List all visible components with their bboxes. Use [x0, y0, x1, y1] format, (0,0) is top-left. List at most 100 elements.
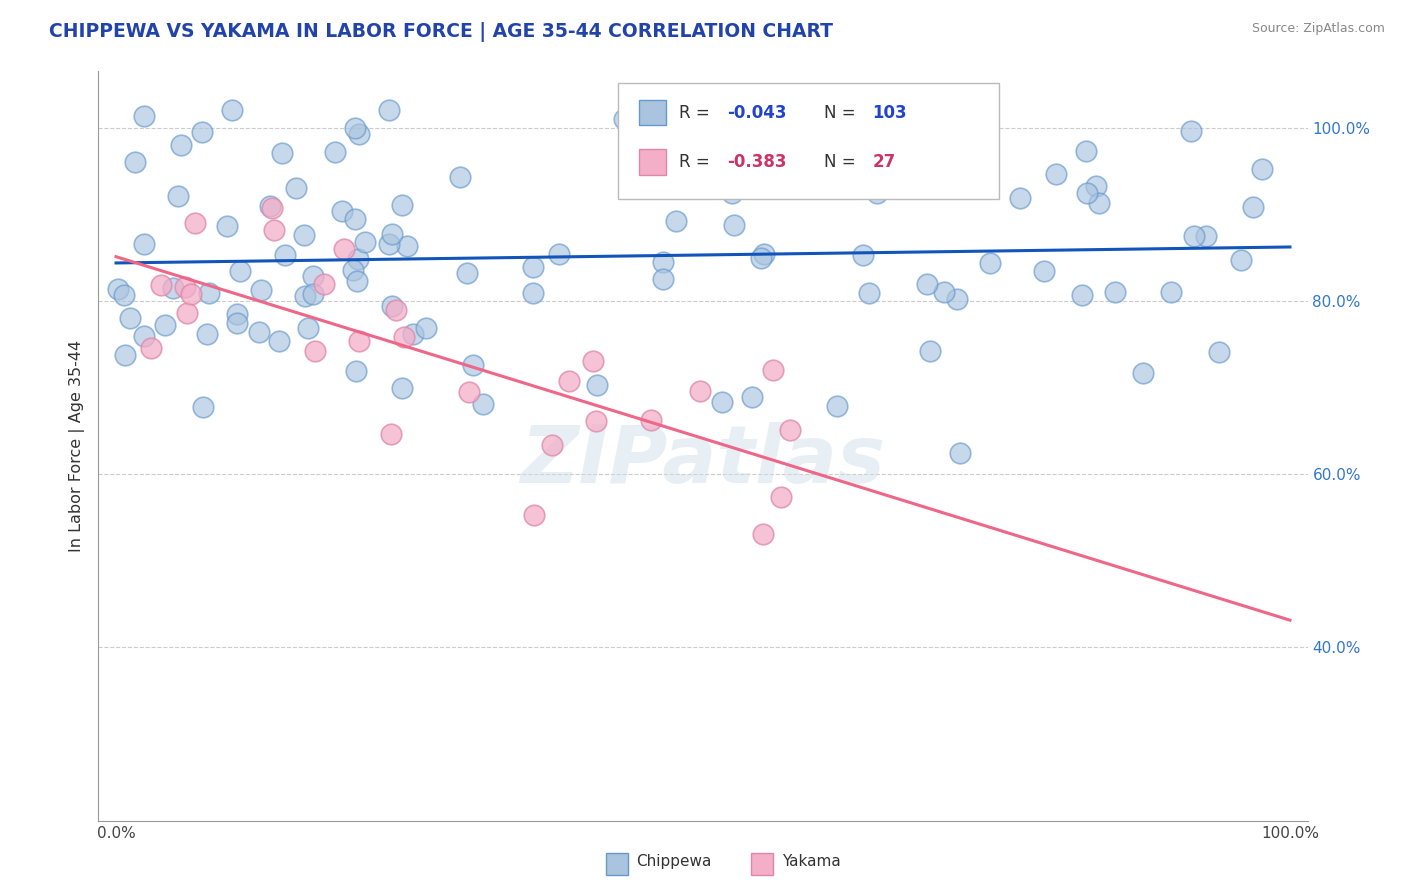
- Text: Source: ZipAtlas.com: Source: ZipAtlas.com: [1251, 22, 1385, 36]
- Point: [1076, 145, 1098, 159]
- Point: [1208, 345, 1230, 359]
- Point: [752, 526, 775, 541]
- FancyBboxPatch shape: [606, 853, 628, 875]
- Point: [651, 272, 673, 286]
- Point: [613, 112, 636, 127]
- Point: [652, 254, 675, 268]
- Point: [856, 143, 879, 157]
- Point: [176, 306, 198, 320]
- Point: [1076, 186, 1098, 200]
- Point: [380, 426, 402, 441]
- Point: [1251, 161, 1274, 176]
- Point: [401, 327, 423, 342]
- Point: [1008, 192, 1031, 206]
- Point: [456, 266, 478, 280]
- Point: [449, 170, 471, 185]
- Point: [342, 263, 364, 277]
- Point: [347, 128, 370, 142]
- Point: [347, 334, 370, 348]
- Point: [948, 446, 970, 460]
- Point: [229, 264, 252, 278]
- Point: [174, 279, 197, 293]
- Point: [118, 310, 141, 325]
- Point: [721, 186, 744, 200]
- Point: [689, 384, 711, 398]
- Point: [343, 212, 366, 227]
- Point: [354, 235, 377, 250]
- Point: [191, 125, 214, 139]
- Point: [522, 285, 544, 300]
- Point: [1085, 178, 1108, 193]
- Point: [557, 374, 579, 388]
- Point: [344, 121, 367, 136]
- Point: [1182, 228, 1205, 243]
- Point: [1045, 167, 1067, 181]
- Point: [395, 239, 418, 253]
- Point: [302, 269, 325, 284]
- Point: [747, 145, 769, 159]
- Point: [1229, 253, 1251, 268]
- Point: [301, 286, 323, 301]
- Point: [1070, 288, 1092, 302]
- Point: [274, 247, 297, 261]
- Point: [184, 216, 207, 230]
- FancyBboxPatch shape: [751, 853, 773, 875]
- Point: [114, 348, 136, 362]
- Y-axis label: In Labor Force | Age 35-44: In Labor Force | Age 35-44: [69, 340, 86, 552]
- Point: [391, 381, 413, 395]
- Point: [723, 218, 745, 232]
- FancyBboxPatch shape: [619, 83, 1000, 199]
- Point: [932, 285, 955, 300]
- Point: [852, 248, 875, 262]
- Point: [1241, 200, 1264, 214]
- Text: -0.043: -0.043: [727, 103, 787, 121]
- Text: Yakama: Yakama: [782, 855, 841, 870]
- Point: [1160, 285, 1182, 300]
- Point: [665, 214, 688, 228]
- Text: Chippewa: Chippewa: [637, 855, 711, 870]
- Point: [979, 256, 1001, 270]
- Point: [1104, 285, 1126, 300]
- Point: [314, 277, 336, 291]
- Point: [134, 329, 156, 343]
- Point: [391, 198, 413, 212]
- Point: [1088, 195, 1111, 210]
- Point: [523, 508, 546, 522]
- Point: [195, 327, 218, 342]
- Point: [586, 378, 609, 392]
- Point: [640, 413, 662, 427]
- Point: [548, 247, 571, 261]
- Point: [112, 288, 135, 302]
- Point: [458, 384, 481, 399]
- Point: [132, 109, 155, 123]
- Text: -0.383: -0.383: [727, 153, 787, 171]
- Point: [267, 334, 290, 348]
- Point: [323, 145, 346, 159]
- Text: 27: 27: [872, 153, 896, 171]
- Point: [1195, 229, 1218, 244]
- Point: [347, 252, 370, 266]
- Point: [333, 242, 356, 256]
- Point: [292, 227, 315, 242]
- Point: [917, 277, 939, 291]
- Point: [749, 252, 772, 266]
- Point: [263, 223, 285, 237]
- Point: [657, 163, 679, 178]
- Text: N =: N =: [824, 103, 860, 121]
- Point: [139, 341, 162, 355]
- Text: R =: R =: [679, 103, 714, 121]
- Point: [259, 199, 281, 213]
- Point: [385, 303, 408, 318]
- Point: [950, 103, 973, 118]
- Point: [304, 344, 326, 359]
- Point: [250, 284, 273, 298]
- Point: [124, 155, 146, 169]
- Point: [170, 138, 193, 153]
- Point: [858, 285, 880, 300]
- Point: [153, 318, 176, 332]
- Text: N =: N =: [824, 153, 860, 171]
- Point: [180, 287, 202, 301]
- Point: [415, 320, 437, 334]
- Point: [866, 186, 889, 200]
- Point: [762, 363, 785, 377]
